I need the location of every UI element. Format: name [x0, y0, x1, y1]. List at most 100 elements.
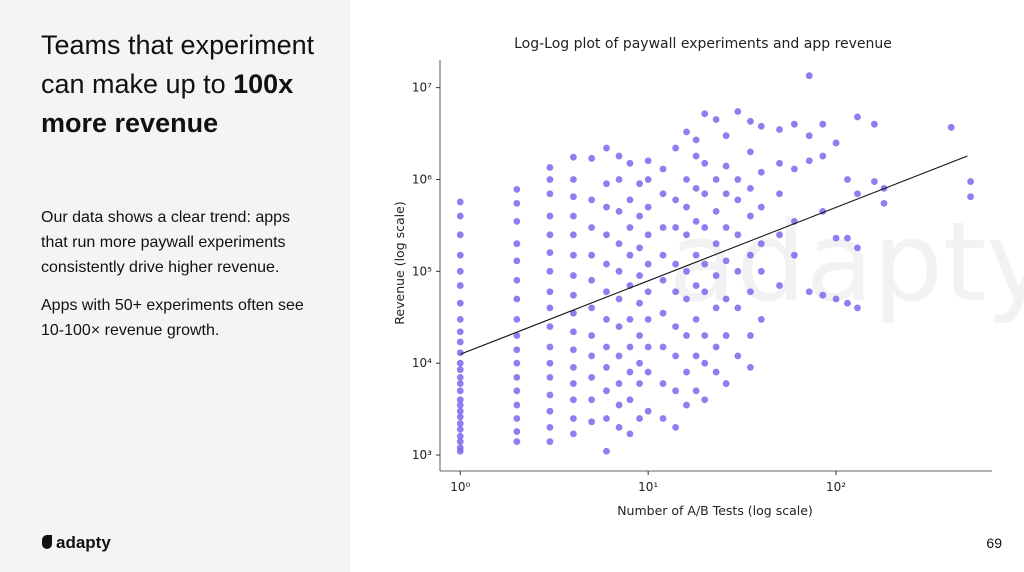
point [659, 309, 667, 317]
point [734, 352, 742, 360]
point [757, 240, 765, 248]
point [712, 240, 720, 248]
point [603, 180, 610, 188]
point [569, 363, 577, 371]
point [746, 212, 754, 220]
point [734, 304, 742, 312]
point [588, 374, 596, 381]
point [636, 212, 643, 220]
point [746, 117, 754, 125]
point [456, 444, 464, 452]
point [805, 157, 813, 165]
y-axis-label: Revenue (log scale) [392, 201, 407, 324]
point [844, 299, 851, 307]
point [513, 332, 521, 339]
point [513, 428, 521, 435]
point [805, 72, 813, 80]
point [569, 396, 577, 404]
point [513, 315, 521, 323]
point [588, 396, 596, 404]
point [819, 291, 827, 299]
point [701, 260, 709, 268]
y-tick-label: 10³ [412, 448, 432, 462]
point [456, 251, 464, 259]
point [746, 184, 754, 192]
point [734, 108, 742, 115]
point [456, 198, 464, 206]
point [546, 288, 554, 296]
point [832, 139, 840, 147]
point [456, 426, 464, 433]
point [672, 288, 680, 296]
point [757, 315, 765, 323]
point [456, 231, 464, 239]
point [456, 267, 464, 275]
point [456, 396, 464, 404]
point [456, 212, 464, 220]
point [456, 328, 464, 336]
point [712, 176, 720, 183]
point [712, 343, 720, 351]
point [603, 315, 610, 323]
point [546, 323, 554, 331]
point [644, 260, 652, 268]
point [603, 415, 610, 422]
logo-text: adapty [56, 533, 111, 552]
point [746, 288, 754, 296]
point [513, 217, 521, 225]
point [692, 315, 700, 323]
point [854, 113, 861, 121]
point [546, 231, 554, 239]
point [626, 196, 634, 204]
left-panel: Teams that experiment can make up to 100… [0, 0, 350, 572]
chart-title: Log-Log plot of paywall experiments and … [514, 36, 892, 52]
point [569, 328, 577, 336]
point [546, 343, 554, 351]
point [734, 176, 742, 183]
point [701, 190, 709, 198]
point [615, 267, 623, 275]
point [615, 401, 623, 409]
point [659, 380, 667, 387]
x-tick-label: 10⁰ [450, 480, 470, 494]
x-tick-label: 10¹ [638, 480, 658, 494]
point [722, 295, 730, 303]
point [636, 415, 643, 422]
point [805, 288, 813, 296]
point [626, 159, 634, 167]
title-regular: Teams that experiment can make up to [41, 30, 315, 99]
point [692, 136, 700, 144]
point [588, 332, 596, 339]
point [513, 276, 521, 284]
point [615, 240, 623, 248]
point [603, 260, 610, 268]
point [456, 349, 464, 357]
point [832, 295, 840, 303]
point [456, 380, 464, 387]
point [546, 407, 554, 415]
point [513, 346, 521, 354]
point [871, 120, 878, 128]
point [659, 251, 667, 259]
point [871, 178, 878, 185]
point [734, 267, 742, 275]
point [569, 380, 577, 387]
point [712, 207, 720, 215]
point [734, 196, 742, 204]
point [757, 203, 765, 211]
point [776, 282, 783, 289]
point [844, 234, 851, 242]
point [683, 231, 690, 239]
point [880, 199, 888, 207]
point [456, 438, 464, 446]
point [659, 415, 667, 422]
point [603, 288, 610, 296]
point [569, 291, 577, 299]
point [636, 244, 643, 252]
point [588, 304, 596, 312]
point [805, 132, 813, 140]
point [615, 323, 623, 331]
point [712, 368, 720, 376]
point [588, 224, 596, 231]
